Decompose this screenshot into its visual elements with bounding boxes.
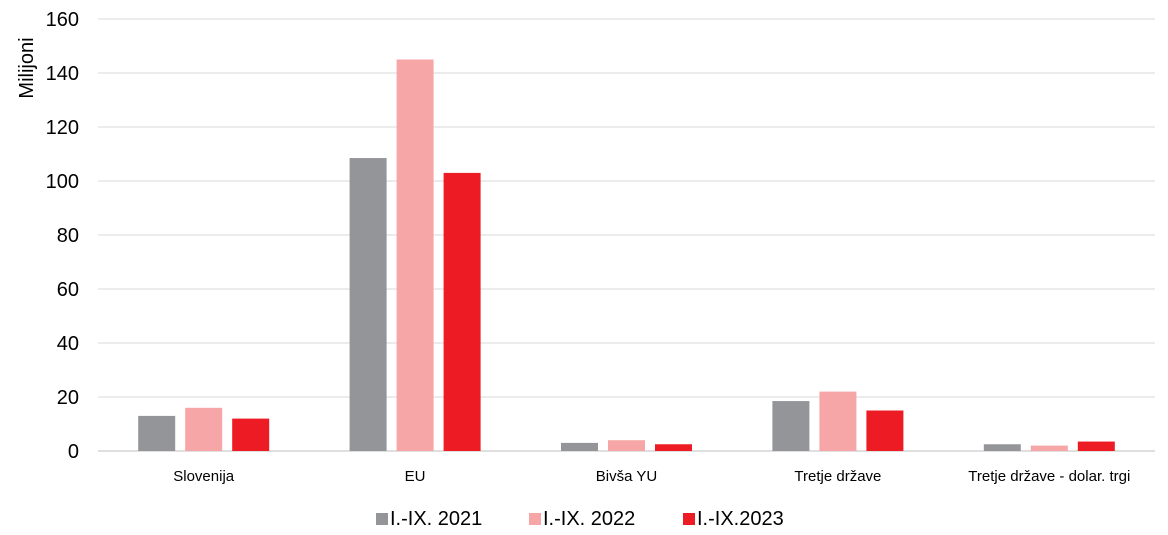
category-label: Bivša YU [596,468,657,485]
category-label: EU [405,468,426,485]
category-label: Tretje države [794,468,881,485]
legend-swatch [529,513,541,525]
bar [396,59,434,451]
legend: I.-IX. 2021 I.-IX. 2022 I.-IX.2023 [376,508,784,530]
y-tick-label: 120 [46,117,79,139]
category-labels: Slovenija EU Bivša YU Tretje države Tretje d… [173,468,1130,485]
y-tick-label: 140 [46,63,79,85]
bar [232,418,270,451]
bar [983,444,1021,451]
legend-label: I.-IX. 2021 [390,508,482,530]
bar [349,158,387,452]
y-tick-label: 100 [46,171,79,193]
bar [866,410,904,451]
legend-swatch [376,513,388,525]
y-axis-label: Milijoni [16,37,38,98]
bar [772,401,810,451]
category-label: Slovenija [173,468,235,485]
y-tick-label: 80 [57,225,79,247]
category-label: Tretje države - dolar. trgi [968,468,1130,485]
y-tick-labels: 0 20 40 60 80 100 120 140 160 [46,9,79,463]
bar [561,442,598,451]
bar [1030,445,1068,451]
bar [655,444,692,451]
bar [443,172,481,451]
y-tick-label: 20 [57,387,79,409]
legend-label: I.-IX. 2022 [543,508,635,530]
bar [185,407,223,451]
y-tick-label: 160 [46,9,79,31]
bar [608,440,645,451]
bar [1077,441,1115,451]
y-tick-label: 40 [57,333,79,355]
y-tick-label: 0 [68,441,79,463]
legend-swatch [683,513,695,525]
gridlines [98,18,1155,452]
bar [138,415,176,451]
bar [819,391,857,451]
legend-label: I.-IX.2023 [697,508,784,530]
y-tick-label: 60 [57,279,79,301]
bars [138,59,1115,452]
